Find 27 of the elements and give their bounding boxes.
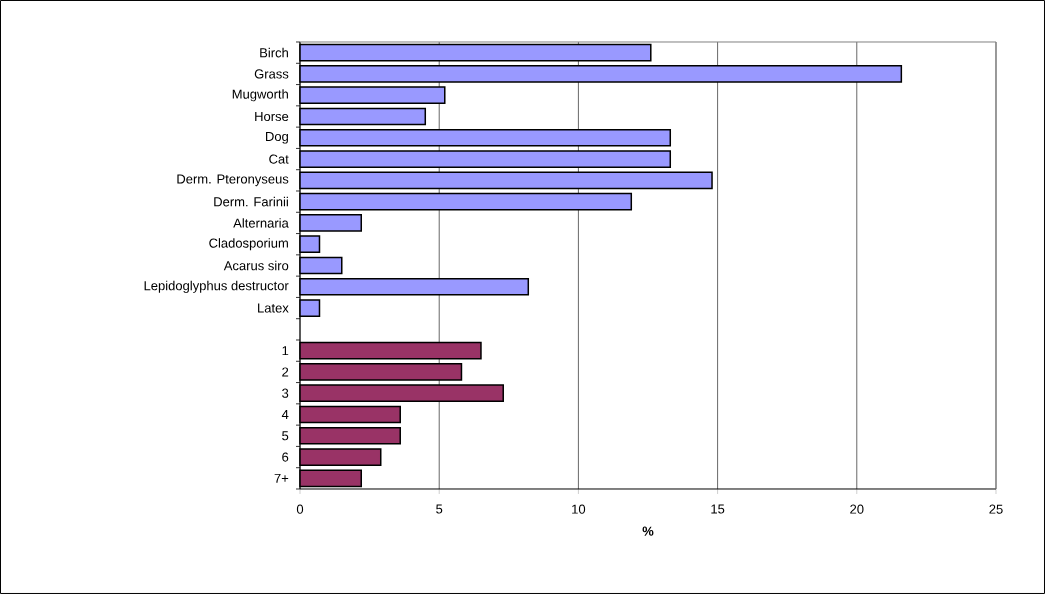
y-tick-label: Cat [269, 154, 289, 164]
y-tick-label: Alternaria [233, 218, 289, 228]
y-tick-label: 3 [282, 388, 289, 398]
x-axis-title: % [642, 526, 654, 536]
x-tick-label: 15 [711, 504, 725, 514]
x-tick-label: 25 [989, 504, 1003, 514]
y-tick-label: Dog [266, 131, 288, 144]
y-tick-label: Derm. Pteronyseus [177, 174, 289, 187]
y-tick-label: Derm. Farinii [214, 196, 288, 207]
y-tick-label: 5 [282, 431, 289, 441]
y-tick-label: Latex [258, 303, 289, 313]
y-tick-label: 4 [281, 410, 289, 419]
y-tick-label: Grass [254, 69, 289, 79]
y-tick-label: Horse [255, 111, 289, 122]
x-tick-label: 20 [850, 504, 864, 514]
y-tick-label: Acarus siro [223, 260, 289, 271]
y-tick-label: Cladosporium [209, 238, 288, 251]
y-tick-label: 1 [282, 346, 289, 356]
y-tick-label: Mugworth [232, 89, 288, 102]
y-tick-label: Birch [260, 47, 288, 58]
x-tick-label: 10 [572, 504, 586, 514]
y-tick-label: 2 [282, 367, 289, 377]
x-tick-label: 5 [436, 504, 443, 514]
y-tick-label: 6 [282, 452, 289, 462]
x-tick-label: 0 [296, 504, 304, 514]
y-tick-label: Lepidoglyphus destructor [144, 280, 289, 293]
y-tick-label: 7+ [274, 473, 289, 483]
